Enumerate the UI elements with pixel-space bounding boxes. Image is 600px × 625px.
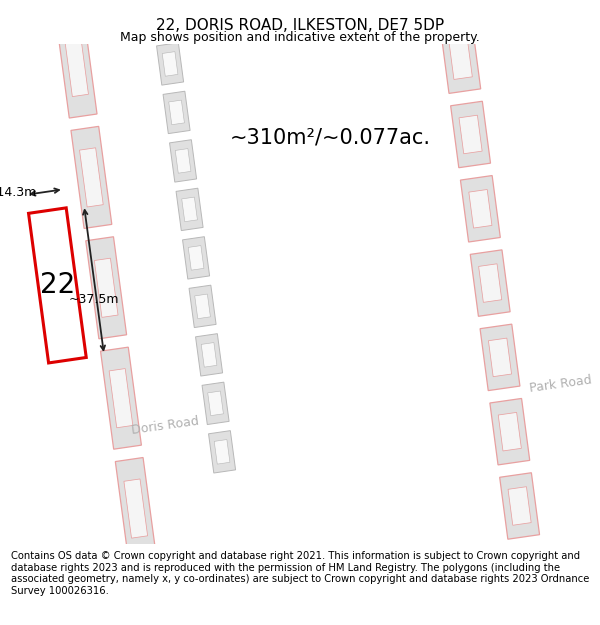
Polygon shape (459, 115, 482, 154)
Text: 22: 22 (40, 271, 75, 299)
Text: Contains OS data © Crown copyright and database right 2021. This information is : Contains OS data © Crown copyright and d… (11, 551, 589, 596)
Polygon shape (139, 589, 163, 625)
Polygon shape (490, 399, 530, 465)
Text: ~14.3m: ~14.3m (0, 186, 37, 199)
Polygon shape (498, 412, 521, 451)
Text: ~310m²/~0.077ac.: ~310m²/~0.077ac. (229, 127, 431, 148)
Polygon shape (162, 52, 178, 76)
Polygon shape (176, 188, 203, 231)
Polygon shape (480, 41, 590, 547)
Polygon shape (201, 342, 217, 367)
Polygon shape (157, 42, 184, 85)
Polygon shape (469, 189, 492, 228)
Polygon shape (208, 391, 223, 416)
Polygon shape (214, 439, 230, 464)
Polygon shape (182, 237, 209, 279)
Polygon shape (115, 458, 156, 559)
Polygon shape (488, 338, 512, 377)
Polygon shape (480, 324, 520, 391)
Polygon shape (86, 237, 127, 339)
Polygon shape (175, 149, 191, 173)
Polygon shape (470, 250, 510, 316)
Polygon shape (29, 208, 86, 363)
Polygon shape (449, 41, 472, 79)
Text: Map shows position and indicative extent of the property.: Map shows position and indicative extent… (120, 31, 480, 44)
Polygon shape (65, 38, 88, 97)
Polygon shape (500, 472, 539, 539)
Polygon shape (460, 176, 500, 242)
Text: 22, DORIS ROAD, ILKESTON, DE7 5DP: 22, DORIS ROAD, ILKESTON, DE7 5DP (156, 18, 444, 32)
Polygon shape (479, 264, 502, 302)
Text: Doris Road: Doris Road (131, 414, 200, 437)
Polygon shape (101, 347, 142, 449)
Polygon shape (188, 246, 204, 270)
Polygon shape (182, 197, 197, 222)
Polygon shape (508, 487, 531, 525)
Polygon shape (189, 285, 216, 328)
Polygon shape (202, 382, 229, 424)
Polygon shape (56, 16, 97, 118)
Polygon shape (169, 100, 184, 125)
Polygon shape (80, 148, 103, 207)
Polygon shape (124, 479, 148, 538)
Polygon shape (441, 27, 481, 93)
Polygon shape (163, 91, 190, 134)
Polygon shape (209, 431, 236, 473)
Polygon shape (130, 568, 171, 625)
Polygon shape (71, 126, 112, 228)
Polygon shape (109, 369, 133, 428)
Polygon shape (94, 258, 118, 318)
Polygon shape (196, 334, 223, 376)
Polygon shape (451, 101, 491, 168)
Text: ~37.5m: ~37.5m (69, 292, 119, 306)
Text: Park Road: Park Road (529, 374, 593, 395)
Polygon shape (106, 41, 217, 547)
Polygon shape (170, 140, 197, 182)
Polygon shape (195, 294, 211, 319)
